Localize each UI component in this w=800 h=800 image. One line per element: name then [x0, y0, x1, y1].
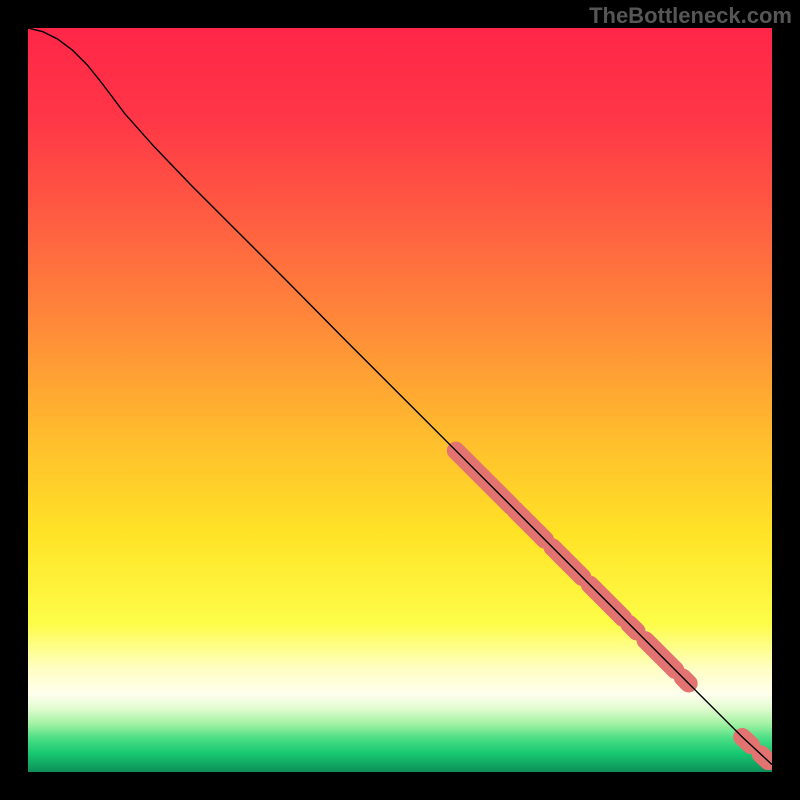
chart-svg — [28, 28, 772, 772]
chart-plot-area — [28, 28, 772, 772]
attribution-text: TheBottleneck.com — [589, 3, 792, 29]
